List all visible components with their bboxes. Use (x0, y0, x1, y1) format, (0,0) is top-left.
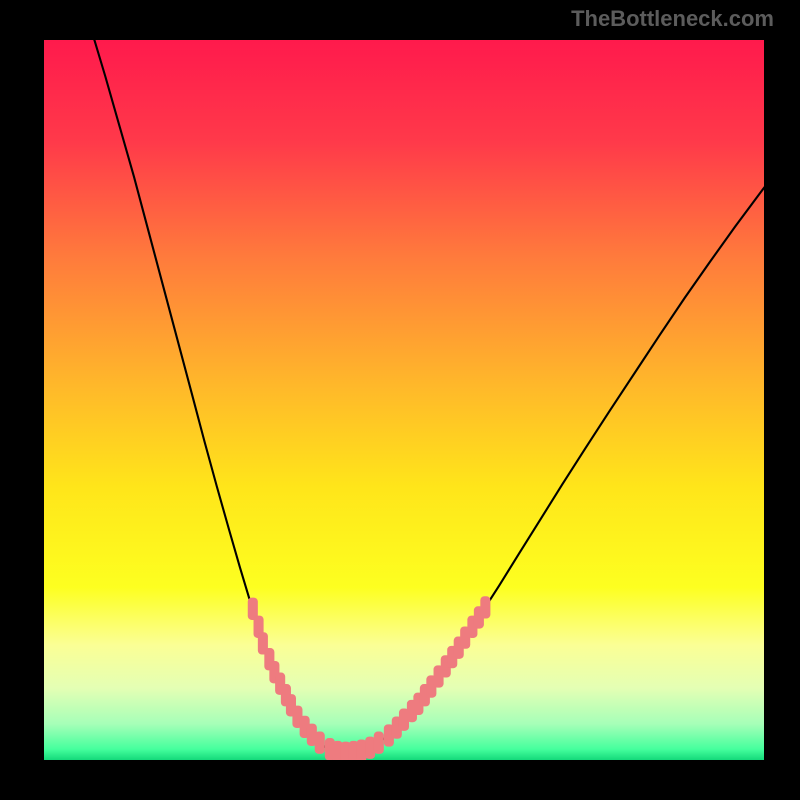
data-marker (480, 596, 490, 618)
data-marker (356, 739, 366, 760)
data-marker (315, 732, 325, 754)
watermark-text: TheBottleneck.com (571, 6, 774, 32)
data-marker (365, 737, 375, 759)
gradient-background (44, 40, 764, 760)
plot-area (44, 40, 764, 760)
data-marker (374, 732, 384, 754)
chart-svg (44, 40, 764, 760)
